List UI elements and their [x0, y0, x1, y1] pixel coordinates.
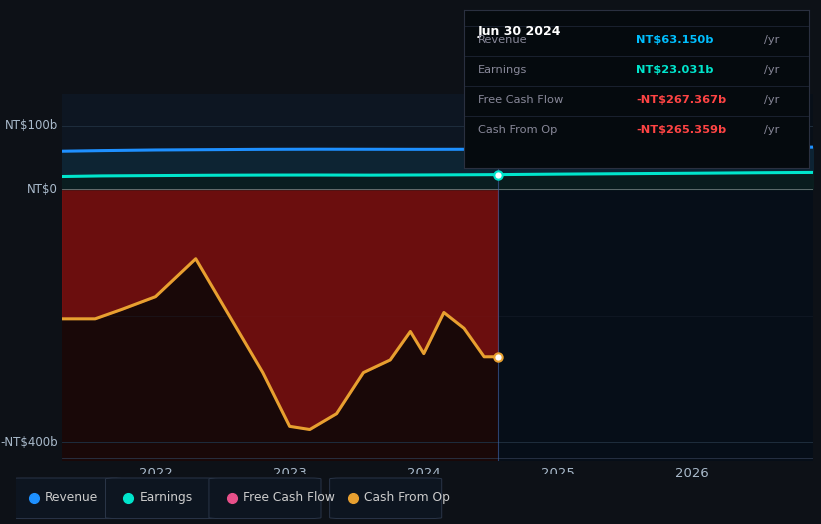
- Text: Cash From Op: Cash From Op: [478, 125, 557, 135]
- Bar: [498, 189, 813, 461]
- Text: /yr: /yr: [764, 125, 779, 135]
- FancyBboxPatch shape: [11, 478, 123, 519]
- Text: Revenue: Revenue: [478, 35, 527, 46]
- Text: Free Cash Flow: Free Cash Flow: [478, 95, 563, 105]
- Text: Earnings: Earnings: [140, 492, 193, 504]
- FancyBboxPatch shape: [209, 478, 321, 519]
- Text: NT$0: NT$0: [27, 183, 57, 195]
- Text: -NT$265.359b: -NT$265.359b: [636, 125, 727, 135]
- Bar: [62, 94, 498, 461]
- Text: Jun 30 2024: Jun 30 2024: [478, 25, 562, 38]
- Text: Cash From Op: Cash From Op: [365, 492, 450, 504]
- Text: Past: Past: [467, 106, 492, 119]
- Text: /yr: /yr: [764, 65, 779, 75]
- Bar: [62, 189, 498, 461]
- Text: /yr: /yr: [764, 35, 779, 46]
- Bar: [498, 94, 813, 461]
- Text: Revenue: Revenue: [45, 492, 99, 504]
- FancyBboxPatch shape: [105, 478, 218, 519]
- Text: NT$63.150b: NT$63.150b: [636, 35, 713, 46]
- Text: Analysts Forecasts: Analysts Forecasts: [503, 106, 612, 119]
- Text: NT$100b: NT$100b: [5, 119, 57, 133]
- Text: Free Cash Flow: Free Cash Flow: [243, 492, 335, 504]
- Text: Earnings: Earnings: [478, 65, 527, 75]
- Text: -NT$267.367b: -NT$267.367b: [636, 95, 727, 105]
- Text: /yr: /yr: [764, 95, 779, 105]
- Text: -NT$400b: -NT$400b: [0, 435, 57, 449]
- Text: NT$23.031b: NT$23.031b: [636, 65, 713, 75]
- Bar: [62, 94, 498, 189]
- FancyBboxPatch shape: [330, 478, 442, 519]
